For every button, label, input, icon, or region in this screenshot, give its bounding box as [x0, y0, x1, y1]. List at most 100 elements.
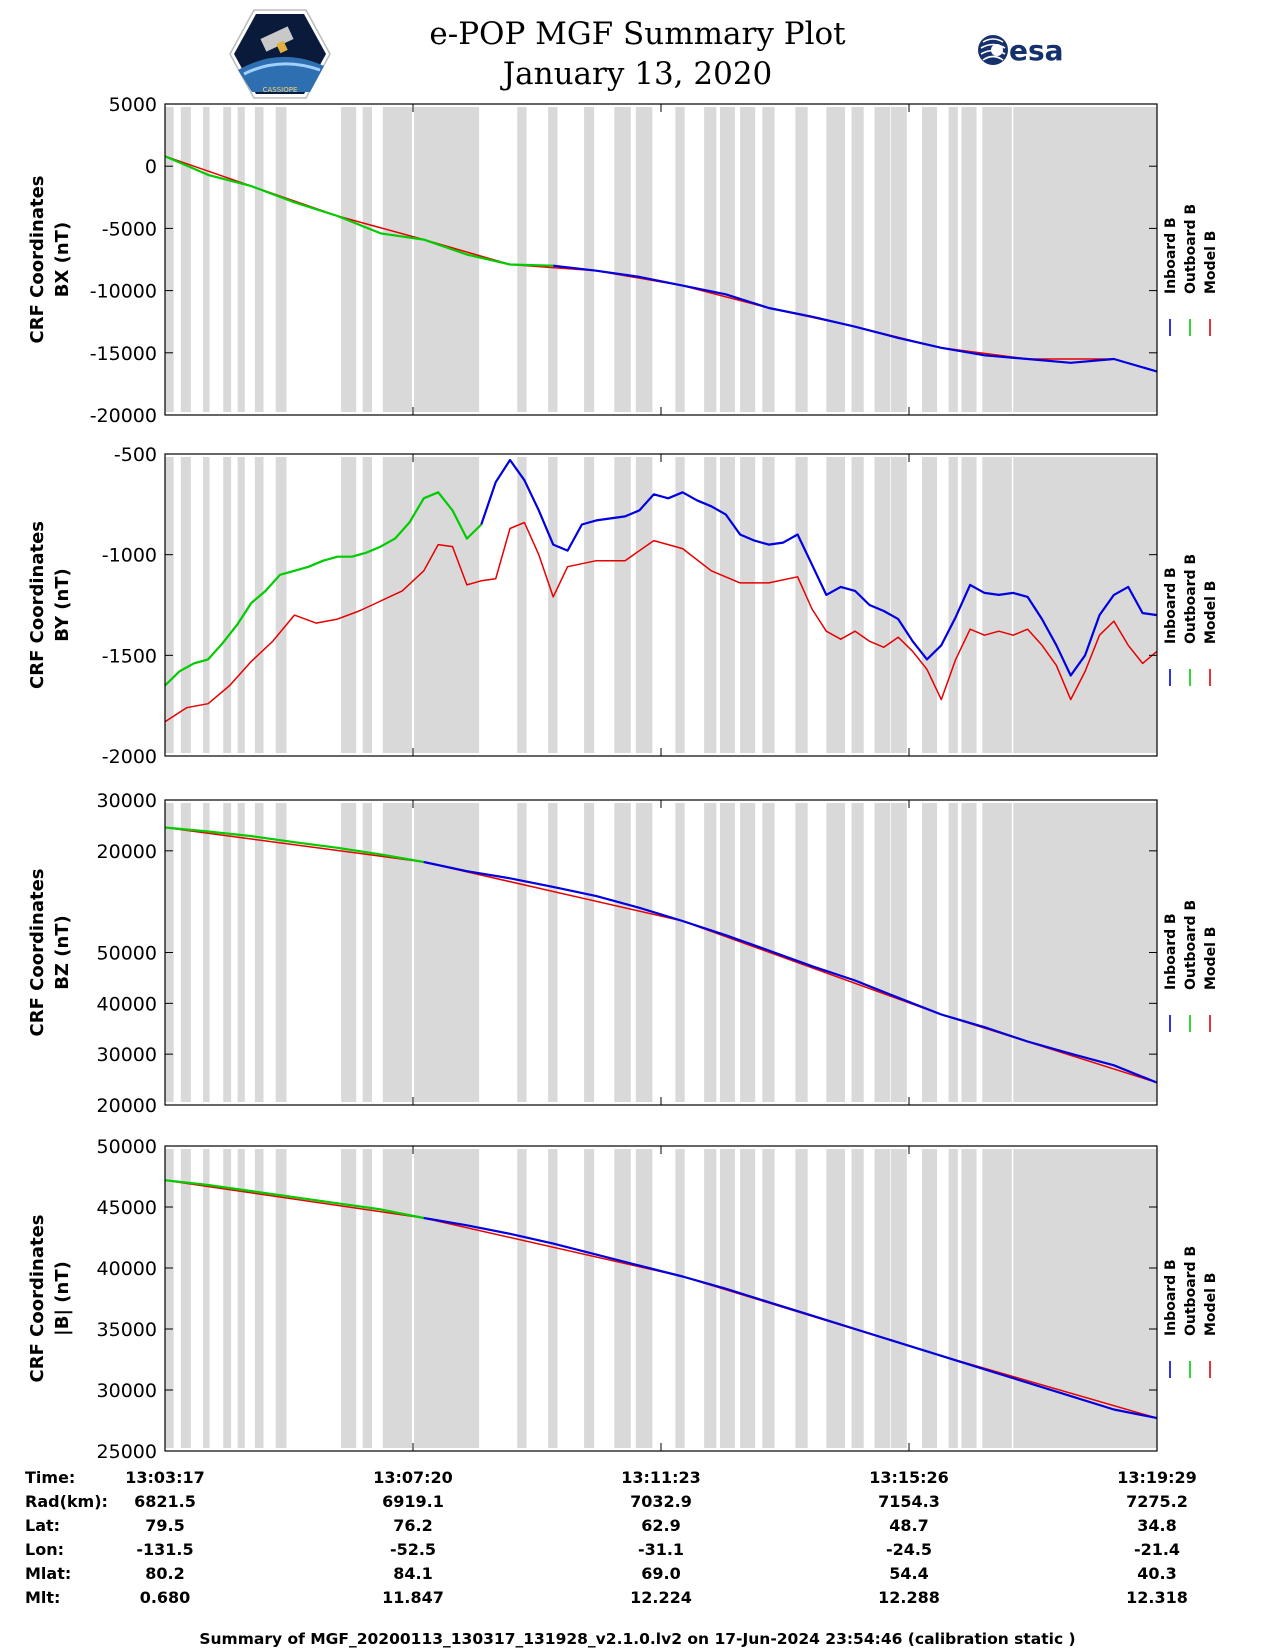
data-gap-band [237, 457, 245, 753]
data-gap-band [675, 1149, 685, 1448]
y-tick-label: 50000 [97, 1136, 157, 1158]
data-gap-band [237, 803, 245, 1102]
table-cell: 6821.5 [134, 1492, 196, 1511]
data-gap-band [851, 803, 864, 1102]
data-gap-band [948, 803, 958, 1102]
panel-3: 30000 20000 50000 40000 30000 20000 CRF Coordi… [27, 790, 1219, 1117]
data-gap-band [517, 803, 527, 1102]
data-gap-band [382, 107, 480, 412]
table-cell: 6919.1 [382, 1492, 444, 1511]
data-gap-band [341, 457, 357, 753]
y-axis-label: CRF Coordinates [27, 869, 48, 1037]
plot-title: e-POP MGF Summary Plot [429, 16, 846, 52]
data-gap-band [851, 1149, 864, 1448]
data-gap-band [719, 1149, 736, 1448]
y-tick-label: 5000 [109, 94, 157, 116]
data-gap-band [795, 803, 808, 1102]
table-row-label: Time: [25, 1468, 76, 1487]
data-gap-band [1013, 457, 1157, 753]
panel-1: 5000 0 -5000 -10000 -15000 -20000 CRF Coordina… [27, 94, 1219, 427]
y-tick-label: -10000 [90, 281, 157, 303]
table-cell: 0.680 [139, 1588, 191, 1607]
data-gap-band [1013, 803, 1157, 1102]
data-gap-band [254, 457, 264, 753]
data-gap-band [826, 107, 846, 412]
data-gap-band [982, 457, 1012, 753]
data-gap-band [921, 457, 938, 753]
table-cell: -31.1 [637, 1540, 685, 1559]
y-tick-label: 40000 [97, 993, 157, 1015]
table-cell: 69.0 [641, 1564, 681, 1583]
y-tick-label: 35000 [97, 1319, 157, 1341]
data-gap-band [517, 1149, 527, 1448]
legend-label: Inboard B [1163, 1259, 1179, 1336]
data-gap-band [874, 457, 891, 753]
table-cell: 7154.3 [878, 1492, 940, 1511]
data-gap-band [795, 1149, 808, 1448]
data-gap-band [826, 457, 846, 753]
data-gap-band [891, 107, 907, 412]
data-gap-band [165, 457, 174, 753]
legend-label: Outboard B [1183, 204, 1199, 294]
data-gap-band [165, 1149, 174, 1448]
y-tick-label: 20000 [97, 841, 157, 863]
data-gap-band [891, 457, 907, 753]
y-tick-label: 0 [145, 156, 157, 178]
esa-logo: esa [978, 34, 1064, 67]
y-tick-label: -1000 [102, 545, 157, 567]
legend-label: Outboard B [1183, 900, 1199, 990]
data-gap-band [254, 107, 264, 412]
series-line-outboard-b [164, 155, 554, 267]
table-row-label: Mlt: [25, 1588, 61, 1607]
data-gap-band [254, 1149, 264, 1448]
data-gap-band [874, 1149, 891, 1448]
table-cell: 7275.2 [1126, 1492, 1188, 1511]
data-gap-band [762, 1149, 775, 1448]
data-gap-band [948, 1149, 958, 1448]
series-line-outboard-b [164, 1179, 425, 1220]
data-gap-band [362, 803, 373, 1102]
data-gap-band [719, 457, 736, 753]
data-gap-band [795, 457, 808, 753]
data-gap-band [719, 107, 736, 412]
legend-label: Outboard B [1183, 1246, 1199, 1336]
table-cell: -21.4 [1133, 1540, 1181, 1559]
y-tick-label: 25000 [97, 1441, 157, 1463]
data-gap-band [341, 107, 357, 412]
data-gap-band [548, 803, 558, 1102]
data-gap-band [961, 107, 977, 412]
data-gap-band [341, 803, 357, 1102]
data-gap-band [826, 803, 846, 1102]
data-gap-band [982, 803, 1012, 1102]
data-gap-band [921, 1149, 938, 1448]
series-line-inboard-b [553, 264, 1158, 373]
table-cell: 48.7 [889, 1516, 929, 1535]
data-gap-band [891, 1149, 907, 1448]
data-gap-band [614, 107, 631, 412]
data-gap-band [237, 1149, 245, 1448]
table-cell: 40.3 [1137, 1564, 1177, 1583]
table-cell: 12.224 [630, 1588, 692, 1607]
panel-2: -500 -1000 -1500 -2000 CRF Coordinates BY (nT… [27, 444, 1219, 768]
table-cell: 13:11:23 [621, 1468, 701, 1487]
y-tick-label: -2000 [102, 746, 157, 768]
data-gap-band [341, 1149, 357, 1448]
data-gap-band [165, 107, 174, 412]
y-axis-label: BX (nT) [52, 222, 73, 297]
table-cell: -52.5 [389, 1540, 437, 1559]
table-row-label: Lat: [25, 1516, 61, 1535]
table-cell: 80.2 [145, 1564, 185, 1583]
y-tick-label: -1500 [102, 645, 157, 667]
plot-date: January 13, 2020 [502, 56, 773, 92]
data-gap-band [223, 457, 232, 753]
data-gap-band [382, 1149, 480, 1448]
y-axis-label: |B| (nT) [52, 1261, 73, 1336]
data-gap-band [180, 803, 191, 1102]
data-gap-band [203, 107, 210, 412]
table-cell: 13:03:17 [125, 1468, 205, 1487]
y-axis-label: CRF Coordinates [27, 521, 48, 689]
data-gap-band [548, 1149, 558, 1448]
series-line-outboard-b [164, 826, 424, 864]
data-gap-band [517, 107, 527, 412]
